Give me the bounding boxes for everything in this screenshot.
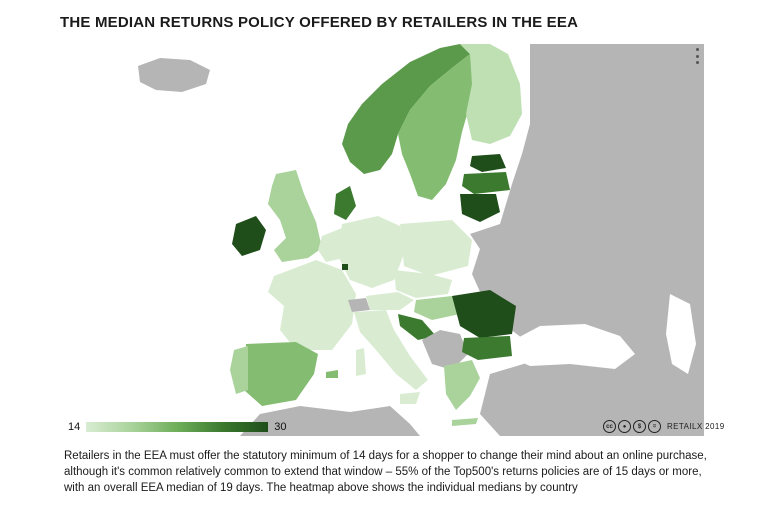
license-credit: cc ● $ = RETAILX 2019 [603,420,725,433]
cc-icon: cc [603,420,616,433]
country-czechia-slovakia [394,270,452,298]
country-italy [354,310,428,390]
country-bulgaria [462,336,512,360]
country-benelux [318,228,344,262]
europe-map-svg [138,44,704,436]
caption-text: Retailers in the EEA must offer the stat… [64,450,707,494]
country-portugal [230,346,248,394]
country-hungary [414,296,460,320]
country-balearic [326,370,338,378]
legend-min-label: 14 [68,421,81,433]
nd-icon: = [648,420,661,433]
region-north-africa [240,406,420,436]
country-uk [268,170,322,262]
country-ireland [232,216,266,256]
country-spain [244,342,318,406]
country-denmark [334,186,356,220]
nc-icon: $ [633,420,646,433]
country-sicily [400,392,420,404]
country-sweden [398,54,478,200]
country-crete [452,418,478,426]
caspian-sea [666,294,696,374]
region-turkey [480,362,704,436]
country-sardinia [356,348,366,376]
legend-gradient-bar [86,422,269,432]
country-croatia [398,314,436,340]
country-estonia [470,154,506,172]
country-france [268,260,356,350]
brand-label: RETAILX 2019 [667,422,725,431]
by-icon: ● [618,420,631,433]
country-latvia [462,172,510,194]
black-sea [508,324,635,369]
country-iceland [138,58,210,92]
country-luxembourg [342,264,348,270]
country-poland [400,220,472,276]
country-finland [460,44,522,144]
country-germany [338,216,404,288]
country-greece [444,360,480,410]
chart-title: THE MEDIAN RETURNS POLICY OFFERED BY RET… [60,14,579,31]
country-austria [366,292,414,310]
country-romania [452,290,516,338]
legend-max-label: 30 [274,421,287,433]
more-options-icon[interactable] [694,48,700,64]
europe-heatmap [60,44,704,436]
country-norway [342,44,470,174]
region-balkans [422,330,468,370]
country-lithuania [460,194,500,222]
country-switzerland [348,298,370,312]
color-legend: 14 30 [68,420,287,434]
